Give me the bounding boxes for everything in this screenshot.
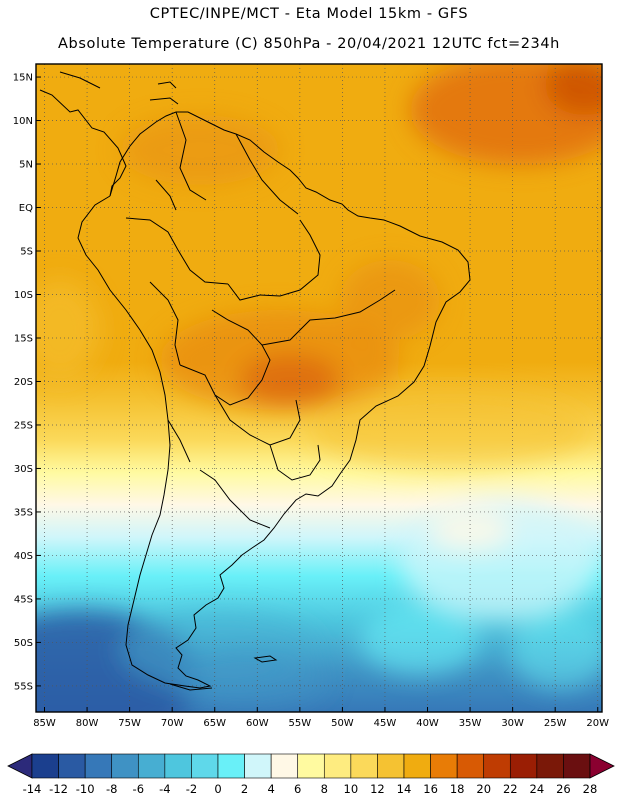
colorbar-segment [377,753,405,779]
colorbar-label: 18 [450,782,465,796]
latitude-labels: 15N 10N 5N EQ 5S 10S 15S 20S 25S 30S 35S 40S 45S 50S 5… [13,73,41,692]
colorbar-segment [164,753,192,779]
colorbar-segment [31,753,59,779]
lon-label: 35W [459,718,482,729]
colorbar-segment [58,753,86,779]
lat-label: 40S [14,551,33,562]
temperature-field [36,64,602,712]
lat-label: 25S [14,420,33,431]
colorbar-segment [137,753,166,779]
colorbar-label: 2 [241,782,248,796]
colorbar-label: 6 [294,782,301,796]
lat-label: 15S [14,333,33,344]
lon-label: 50W [331,718,354,729]
colorbar-segment [430,753,458,779]
lon-label: 55W [289,718,312,729]
colorbar-segment [111,753,139,779]
lon-label: 30W [501,718,524,729]
colorbar-segment [350,753,378,779]
lat-label: 10N [13,116,33,127]
colorbar-segment [509,753,538,779]
chart-title-line-2: Absolute Temperature (C) 850hPa - 20/04/… [58,36,560,52]
lon-label: 65W [203,718,226,729]
colorbar-segment [84,753,113,779]
lon-label: 40W [416,718,439,729]
lat-label: 15N [13,73,33,84]
colorbar-segment [297,753,325,779]
lon-label: 25W [544,718,567,729]
map-frame [35,63,603,713]
colorbar-label: 4 [267,782,274,796]
colorbar-labels: -14 -12 -10 -8 -6 -4 -2 0 2 4 6 8 10 12 14 16 18 20 22 24 26… [23,782,598,796]
lon-label: 60W [246,718,269,729]
colorbar-segment [456,753,485,779]
lat-label: 35S [14,507,33,518]
colorbar-label: -8 [106,782,117,796]
colorbar-segment [270,753,299,779]
lon-label: 20W [586,718,609,729]
lat-label: 30S [14,464,33,475]
colorbar-label: 28 [583,782,598,796]
colorbar-label: -4 [159,782,170,796]
colorbar-label: 22 [503,782,518,796]
lon-label: 75W [118,718,141,729]
colorbar-label: -10 [76,782,95,796]
lon-label: 85W [33,718,56,729]
lat-label: 10S [14,290,33,301]
lon-label: 70W [161,718,184,729]
colorbar-label: 24 [530,782,545,796]
colorbar-label: 10 [344,782,359,796]
colorbar-label: -14 [23,782,42,796]
lat-label: EQ [19,203,33,214]
colorbar-segment [563,753,591,779]
chart-title-line-1: CPTEC/INPE/MCT - Eta Model 15km - GFS [149,6,469,22]
lat-label: 45S [14,594,33,605]
colorbar-label: 0 [214,782,221,796]
colorbar-label: 26 [556,782,571,796]
colorbar-arrow-low [7,753,33,779]
colorbar-label: -6 [133,782,144,796]
colorbar-segment [217,753,245,779]
colorbar-label: 8 [321,782,328,796]
colorbar-arrow-high [589,753,615,779]
lat-label: 50S [14,638,33,649]
lat-label: 5S [20,247,33,258]
colorbar-label: 20 [476,782,491,796]
lat-label: 55S [14,681,33,692]
lat-label: 20S [14,377,33,388]
lon-label: 80W [76,718,99,729]
colorbar-label: 12 [370,782,385,796]
graticule [36,64,602,712]
lat-label: 5N [19,160,33,171]
lon-label: 45W [374,718,397,729]
colorbar-segment [323,753,352,779]
colorbar-segment [191,753,219,779]
colorbar-label: -12 [49,782,68,796]
colorbar-label: 14 [397,782,412,796]
colorbar-segment [536,753,564,779]
longitude-labels: 85W 80W 75W 70W 65W 60W 55W 50W 45W 40W 35W 30W 25W 2… [33,707,609,729]
colorbar-label: 16 [423,782,438,796]
colorbar-label: -2 [186,782,197,796]
coastlines-and-borders [39,71,471,691]
colorbar-segment [244,753,272,779]
colorbar-segment [403,753,431,779]
colorbar [7,753,615,779]
colorbar-segment [483,753,511,779]
